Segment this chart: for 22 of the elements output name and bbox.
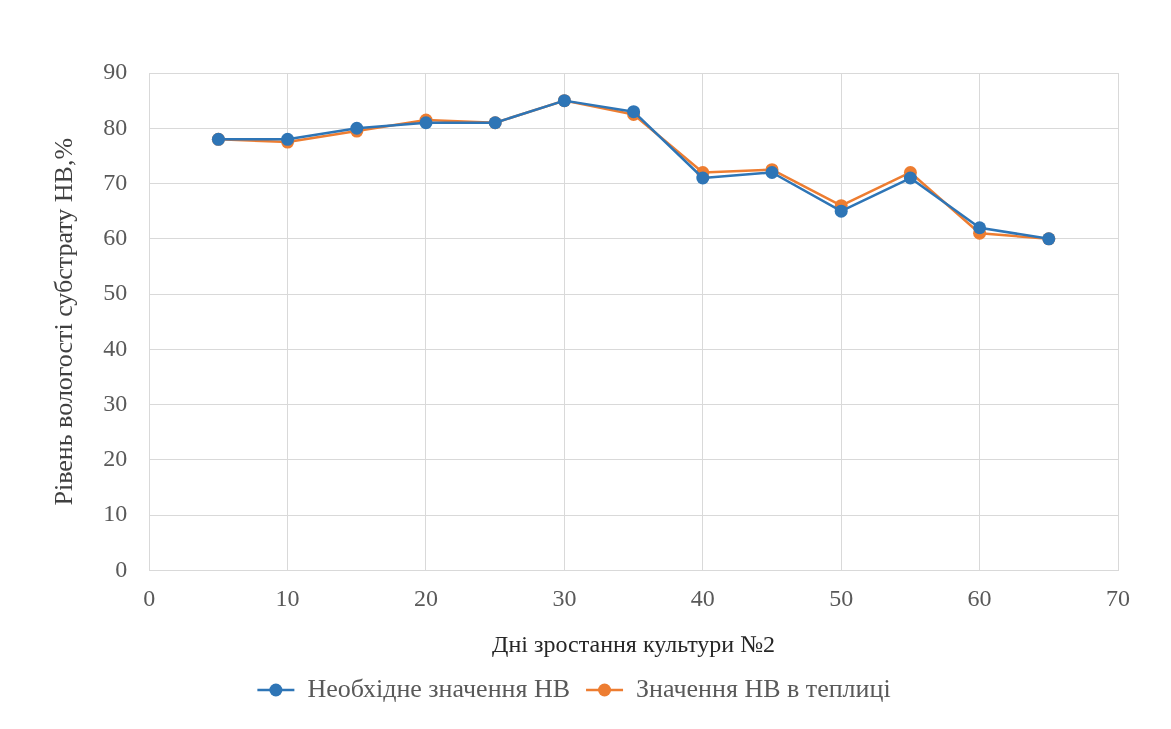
x-tick-label: 10 <box>275 585 300 612</box>
legend-label: Необхідне значення НВ <box>307 673 571 703</box>
x-tick-label: 70 <box>1106 585 1130 612</box>
x-tick-label: 0 <box>143 585 156 612</box>
y-tick-label: 30 <box>103 389 128 416</box>
y-tick-label: 20 <box>103 445 128 472</box>
legend-label: Значення НВ в теплиці <box>636 673 891 703</box>
y-tick-label: 10 <box>103 500 128 527</box>
y-tick-label: 0 <box>115 555 128 582</box>
x-axis-title: Дні зростання культури №2 <box>492 630 776 657</box>
y-tick-label: 80 <box>103 113 128 140</box>
x-tick-label: 50 <box>829 585 854 612</box>
y-axis-title: Рівень вологості субстрату НВ,% <box>49 137 79 506</box>
y-tick-label: 40 <box>103 334 128 361</box>
x-tick-label: 60 <box>967 585 992 612</box>
x-tick-label: 40 <box>690 585 715 612</box>
y-tick-label: 60 <box>103 224 128 251</box>
x-tick-label: 20 <box>414 585 438 612</box>
y-tick-label: 50 <box>103 279 128 306</box>
y-tick-label: 70 <box>103 168 128 195</box>
x-tick-label: 30 <box>552 585 577 612</box>
y-tick-label: 90 <box>103 58 128 85</box>
